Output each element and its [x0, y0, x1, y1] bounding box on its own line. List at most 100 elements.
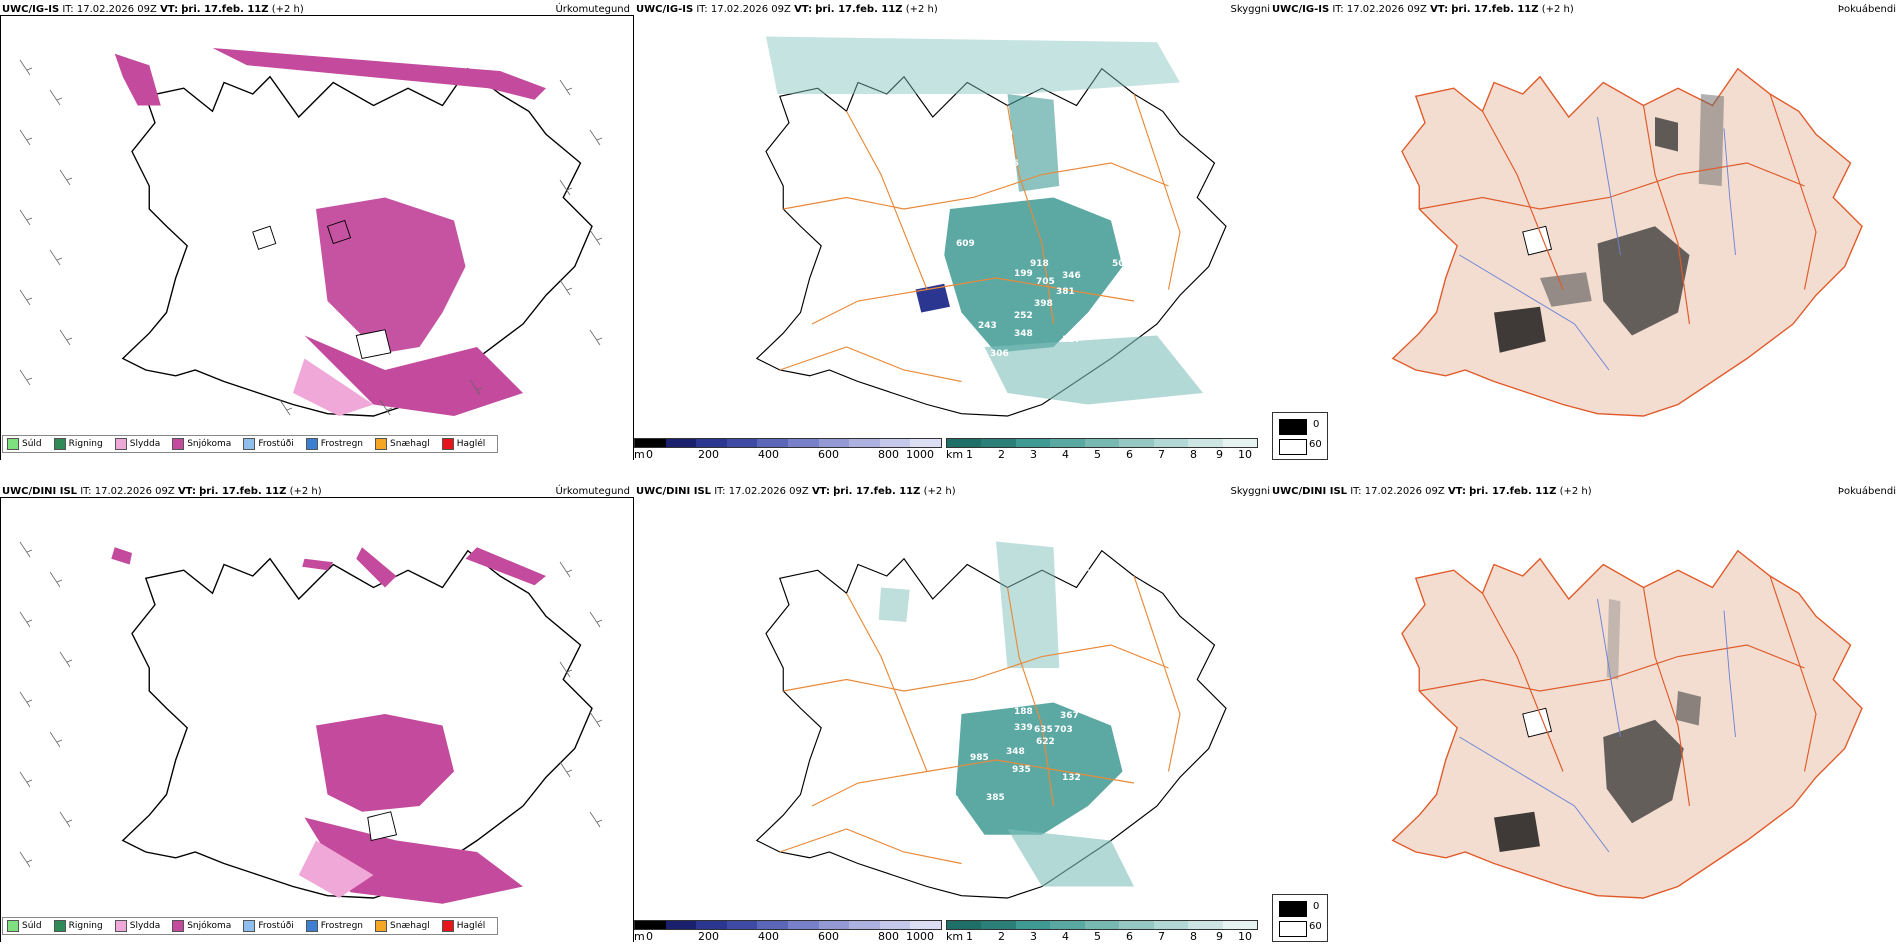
panel-header: UWC/IG-IS IT: 17.02.2026 09Z VT: þri. 17… [2, 4, 304, 15]
panel-header: UWC/DINI ISL IT: 17.02.2026 09Z VT: þri.… [2, 486, 322, 497]
precip-map [19, 541, 603, 904]
panel-title: Skyggni [1230, 486, 1270, 497]
legend-item-rigning: Rigning [53, 920, 103, 932]
tick: 1 [966, 930, 973, 942]
vis-label: 306 [990, 349, 1009, 359]
swatch [172, 920, 185, 932]
swatch [375, 920, 388, 932]
swatch [53, 920, 66, 932]
vis-label: 252 [1014, 311, 1033, 321]
tick: 8 [1190, 448, 1197, 460]
vis-label: 502 [1112, 259, 1131, 269]
vis-label: 626 [1000, 159, 1019, 169]
m-colorbar: m 0 200 400 600 800 1000 [634, 438, 942, 460]
row-dini-isl: UWC/DINI ISL IT: 17.02.2026 09Z VT: þri.… [0, 482, 1900, 942]
visibility-map: 290 626 609 918 199 705 346 502 381 398 … [756, 36, 1227, 417]
swatch [305, 438, 318, 450]
vis-label: 132 [1062, 773, 1081, 783]
fog-scale-min-swatch [1279, 921, 1307, 937]
legend-label: Haglél [456, 921, 486, 931]
swatch [172, 438, 185, 450]
lead-time: (+2 h) [1541, 4, 1574, 15]
fog-scale-max: 0 [1313, 901, 1320, 912]
vis-label: 89 [946, 349, 959, 359]
init-time: 17.02.2026 09Z [76, 4, 157, 15]
panel-title: Úrkomutegund [555, 486, 630, 497]
vis-label: 339 [1014, 723, 1033, 733]
legend-label: Slydda [129, 439, 161, 449]
panel-title: Þokuábendi [1837, 4, 1896, 15]
vis-label: 188 [1014, 707, 1033, 717]
fog-scale-min: 60 [1309, 921, 1322, 932]
valid-time: þri. 17.feb. 11Z [199, 486, 287, 497]
fog-scale-max-swatch [1279, 419, 1307, 435]
swatch [7, 438, 19, 450]
swatch [243, 920, 256, 932]
vt-label: VT: [1430, 4, 1449, 15]
panel-header: UWC/DINI ISL IT: 17.02.2026 09Z VT: þri.… [636, 486, 956, 497]
init-time: 17.02.2026 09Z [728, 486, 809, 497]
legend-item-haglel: Haglél [441, 438, 485, 450]
lead-time: (+2 h) [1559, 486, 1592, 497]
valid-time: þri. 17.feb. 11Z [1451, 4, 1539, 15]
vis-label: 935 [1012, 765, 1031, 775]
m-unit: m [634, 930, 645, 942]
km-unit: km [946, 448, 964, 460]
legend-label: Frostúði [258, 921, 294, 931]
legend-item-sudl: Súld [7, 920, 42, 932]
legend-label: Snæhagl [390, 439, 430, 449]
swatch [7, 920, 19, 932]
vis-label: 703 [1054, 725, 1073, 735]
init-time: 17.02.2026 09Z [710, 4, 791, 15]
fog-map [1392, 68, 1863, 417]
swatch [114, 438, 127, 450]
tick: 400 [758, 448, 779, 460]
model-name: UWC/DINI ISL [1272, 486, 1348, 497]
valid-time: þri. 17.feb. 11Z [833, 486, 921, 497]
vis-label: 290 [994, 129, 1013, 139]
tick: 6 [1126, 930, 1133, 942]
legend-item-frostregn: Frostregn [305, 920, 363, 932]
vis-label: 381 [1056, 287, 1075, 297]
tick: 4 [1062, 448, 1069, 460]
fog-scale-min-swatch [1279, 439, 1307, 455]
legend-item-snjokoma: Snjókoma [172, 438, 231, 450]
tick: 200 [698, 448, 719, 460]
legend-label: Súld [22, 921, 42, 931]
valid-time: þri. 17.feb. 11Z [181, 4, 269, 15]
panel-header: UWC/IG-IS IT: 17.02.2026 09Z VT: þri. 17… [1272, 4, 1574, 15]
lead-time: (+2 h) [923, 486, 956, 497]
legend-label: Súld [22, 439, 42, 449]
legend-label: Slydda [129, 921, 161, 931]
it-label: IT: [1332, 4, 1344, 15]
precip-map [19, 48, 603, 417]
tick: 10 [1238, 930, 1252, 942]
init-time: 17.02.2026 09Z [94, 486, 175, 497]
legend-label: Snjókoma [187, 439, 232, 449]
vt-label: VT: [1447, 486, 1466, 497]
vis-label: 112 [940, 795, 959, 805]
lead-time: (+2 h) [289, 486, 322, 497]
vis-label: 609 [956, 239, 975, 249]
legend-item-frostregn: Frostregn [305, 438, 363, 450]
tick: 200 [698, 930, 719, 942]
fog-scale-max-swatch [1279, 901, 1307, 917]
vis-label: 243 [978, 321, 997, 331]
tick: 1 [966, 448, 973, 460]
tick: 2 [998, 448, 1005, 460]
model-name: UWC/DINI ISL [2, 486, 78, 497]
model-name: UWC/IG-IS [636, 4, 694, 15]
tick: 7 [1158, 448, 1165, 460]
legend-label: Frostúði [258, 439, 294, 449]
valid-time: þri. 17.feb. 11Z [1469, 486, 1557, 497]
tick: 600 [818, 448, 839, 460]
tick: 400 [758, 930, 779, 942]
panel-title: Skyggni [1230, 4, 1270, 15]
tick: 1000 [906, 930, 934, 942]
tick: 0 [646, 930, 653, 942]
tick: 3 [1030, 930, 1037, 942]
vis-label: 127 [1062, 335, 1081, 345]
model-name: UWC/IG-IS [1272, 4, 1330, 15]
model-name: UWC/DINI ISL [636, 486, 712, 497]
tick: 8 [1190, 930, 1197, 942]
